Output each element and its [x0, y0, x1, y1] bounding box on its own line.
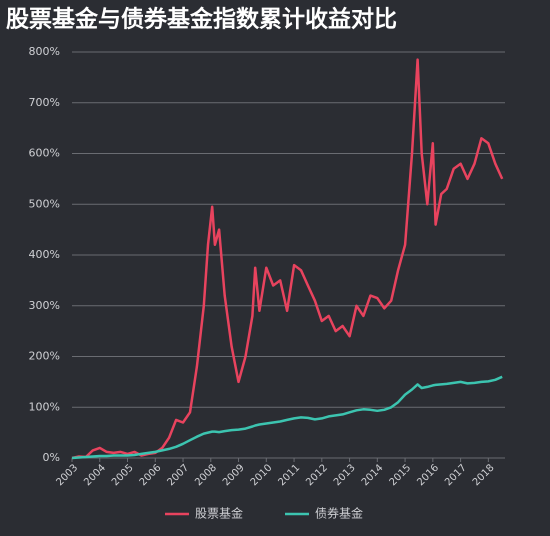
- y-tick-label: 200%: [29, 350, 60, 363]
- legend-label: 股票基金: [195, 506, 243, 521]
- legend-label: 债券基金: [315, 506, 363, 521]
- y-tick-label: 100%: [29, 400, 60, 413]
- line-series: [71, 375, 503, 460]
- y-tick-label: 0%: [43, 451, 60, 464]
- y-tick-label: 500%: [29, 197, 60, 210]
- y-tick-label: 600%: [29, 147, 60, 160]
- chart-title: 股票基金与债券基金指数累计收益对比: [6, 6, 397, 33]
- y-tick-label: 800%: [29, 45, 60, 58]
- y-tick-label: 300%: [29, 299, 60, 312]
- y-tick-label: 400%: [29, 248, 60, 261]
- y-tick-label: 700%: [29, 96, 60, 109]
